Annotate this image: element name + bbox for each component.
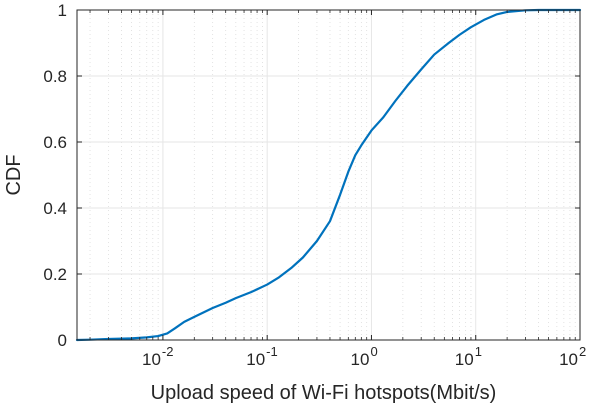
x-tick-exponent: 0 <box>370 344 377 359</box>
x-tick-base: 10 <box>246 350 265 369</box>
x-tick-label: 10 0 <box>351 344 378 369</box>
x-tick-base: 10 <box>142 350 161 369</box>
y-axis-title: CDF <box>3 154 25 195</box>
y-tick-label: 0.6 <box>43 133 67 152</box>
x-tick-labels: 10 -2 10 -1 10 0 10 1 10 2 <box>142 344 586 369</box>
x-tick-label: 10 -2 <box>142 344 173 369</box>
y-tick-label: 0.4 <box>43 199 67 218</box>
x-tick-exponent: -2 <box>162 344 174 359</box>
x-tick-exponent: 2 <box>579 344 586 359</box>
major-grid <box>77 10 580 340</box>
x-tick-base: 10 <box>455 350 474 369</box>
x-tick-label: 10 2 <box>559 344 586 369</box>
x-tick-exponent: -1 <box>266 344 278 359</box>
cdf-series-line <box>75 8 582 342</box>
plot-frame <box>76 9 581 341</box>
y-tick-labels: 0 0.2 0.4 0.6 0.8 1 <box>43 1 67 350</box>
tick-marks <box>77 9 581 341</box>
series-layer <box>75 8 582 342</box>
x-axis-title: Upload speed of Wi-Fi hotspots(Mbit/s) <box>151 382 497 404</box>
x-tick-base: 10 <box>559 350 578 369</box>
y-tick-label: 0 <box>58 331 67 350</box>
x-tick-base: 10 <box>351 350 370 369</box>
y-tick-label: 1 <box>58 1 67 20</box>
plot-area <box>77 10 580 340</box>
x-tick-exponent: 1 <box>475 344 482 359</box>
x-tick-label: 10 -1 <box>246 344 277 369</box>
x-tick-label: 10 1 <box>455 344 482 369</box>
y-tick-label: 0.8 <box>43 67 67 86</box>
y-tick-label: 0.2 <box>43 265 67 284</box>
